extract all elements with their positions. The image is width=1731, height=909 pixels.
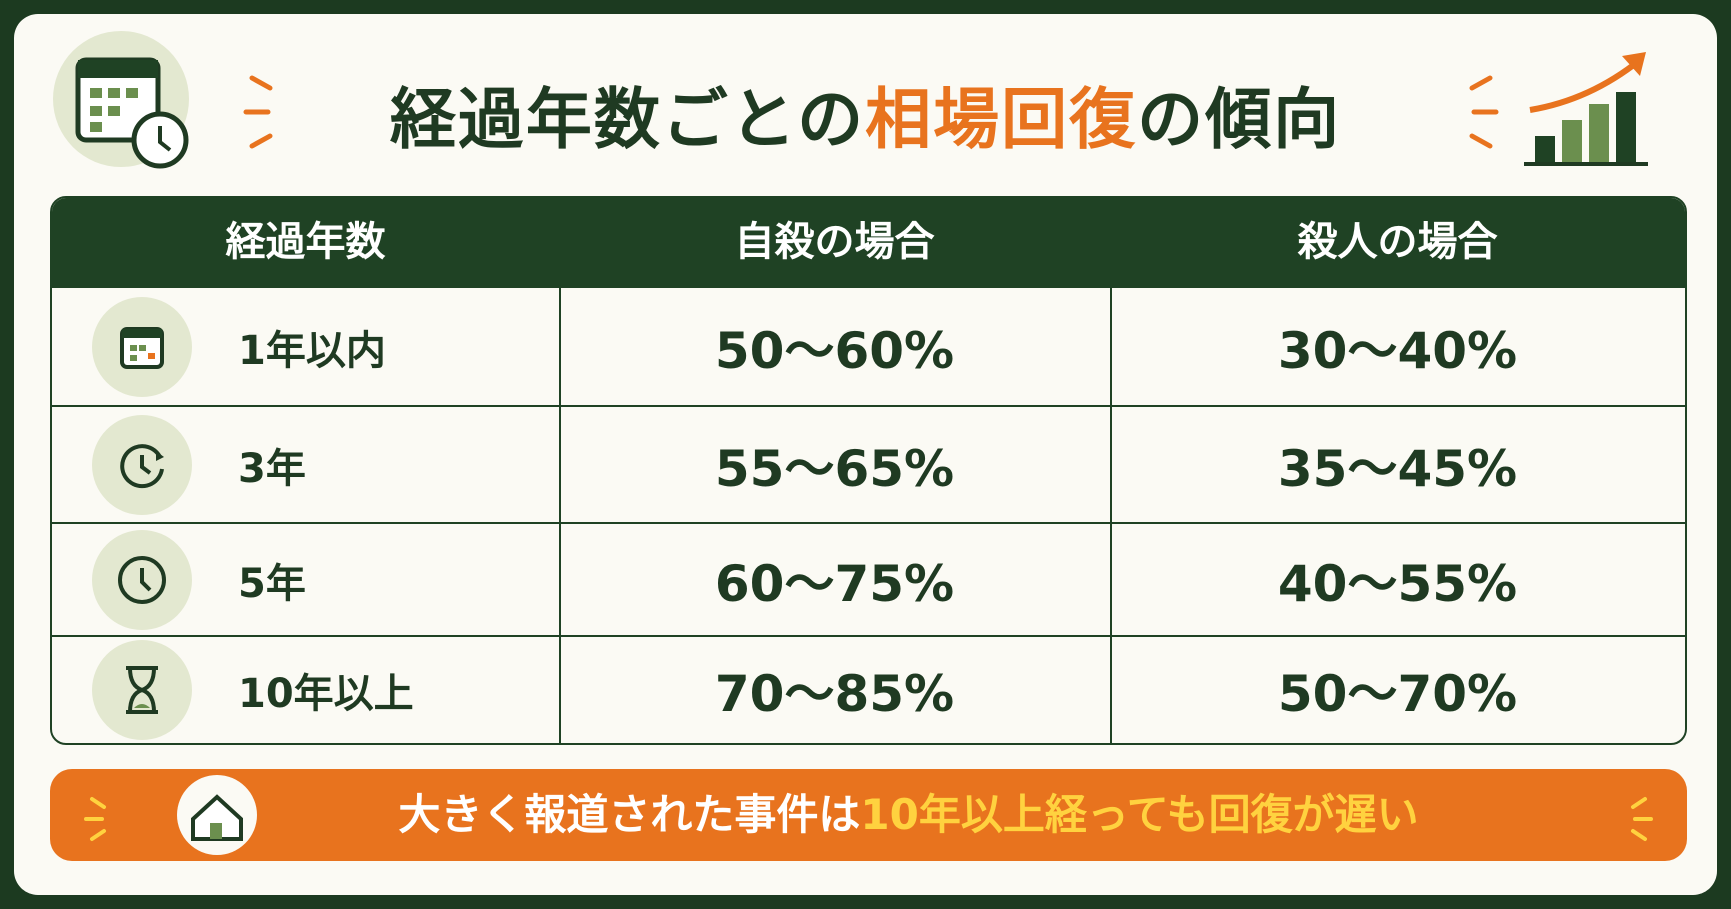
row-divider [52, 522, 1685, 524]
title-highlight: 相場回復 [865, 81, 1138, 158]
range-cell: 35〜45% [1277, 439, 1518, 498]
header-cell: 自殺の場合 [559, 198, 1110, 287]
range-cell: 50〜70% [1277, 664, 1518, 723]
range-cell: 50〜60% [714, 321, 955, 380]
footer-part: 大きく報道された事件は [398, 790, 861, 839]
footer-banner: 大きく報道された事件は10年以上経っても回復が遅い [50, 769, 1687, 861]
period-cell: 5年 [238, 560, 306, 607]
period-cell: 1年以内 [238, 327, 386, 374]
calendar-icon [53, 31, 189, 169]
table: 経過年数 自殺の場合 殺人の場合 1年以内 50〜60% 30〜40% 3年 55〜65% 35… [50, 196, 1687, 745]
footer-text: 大きく報道された事件は10年以上経っても回復が遅い [50, 769, 1687, 861]
header-cell: 経過年数 [52, 198, 559, 287]
range-cell: 55〜65% [714, 439, 955, 498]
range-cell: 40〜55% [1277, 554, 1518, 613]
footer-highlight: 10年以上経っても回復が遅い [860, 790, 1419, 839]
icon [92, 529, 192, 630]
header-cell: 殺人の場合 [1110, 198, 1685, 287]
title: 経過年数ごとの相場回復の傾向 [0, 66, 1731, 162]
icon [92, 414, 192, 515]
growth-icon [1524, 52, 1648, 166]
range-cell: 70〜85% [714, 664, 955, 723]
row-divider [52, 635, 1685, 637]
row-icon [90, 295, 194, 399]
footer-decoration [84, 775, 1653, 855]
column-divider [559, 198, 561, 743]
range-cell: 60〜75% [714, 554, 955, 613]
row-icon [90, 638, 194, 742]
row-divider [52, 286, 1685, 288]
icon [92, 296, 192, 397]
period-cell: 3年 [238, 445, 306, 492]
icon [92, 639, 192, 740]
row-icon [90, 528, 194, 632]
period-cell: 10年以上 [238, 670, 414, 717]
column-divider [1110, 198, 1112, 743]
row-divider [52, 405, 1685, 407]
row-icon [90, 413, 194, 517]
title-part: 経過年数ごとの [389, 81, 866, 158]
title-part: の傾向 [1137, 81, 1342, 158]
title-sparks [243, 75, 1499, 149]
range-cell: 30〜40% [1277, 321, 1518, 380]
